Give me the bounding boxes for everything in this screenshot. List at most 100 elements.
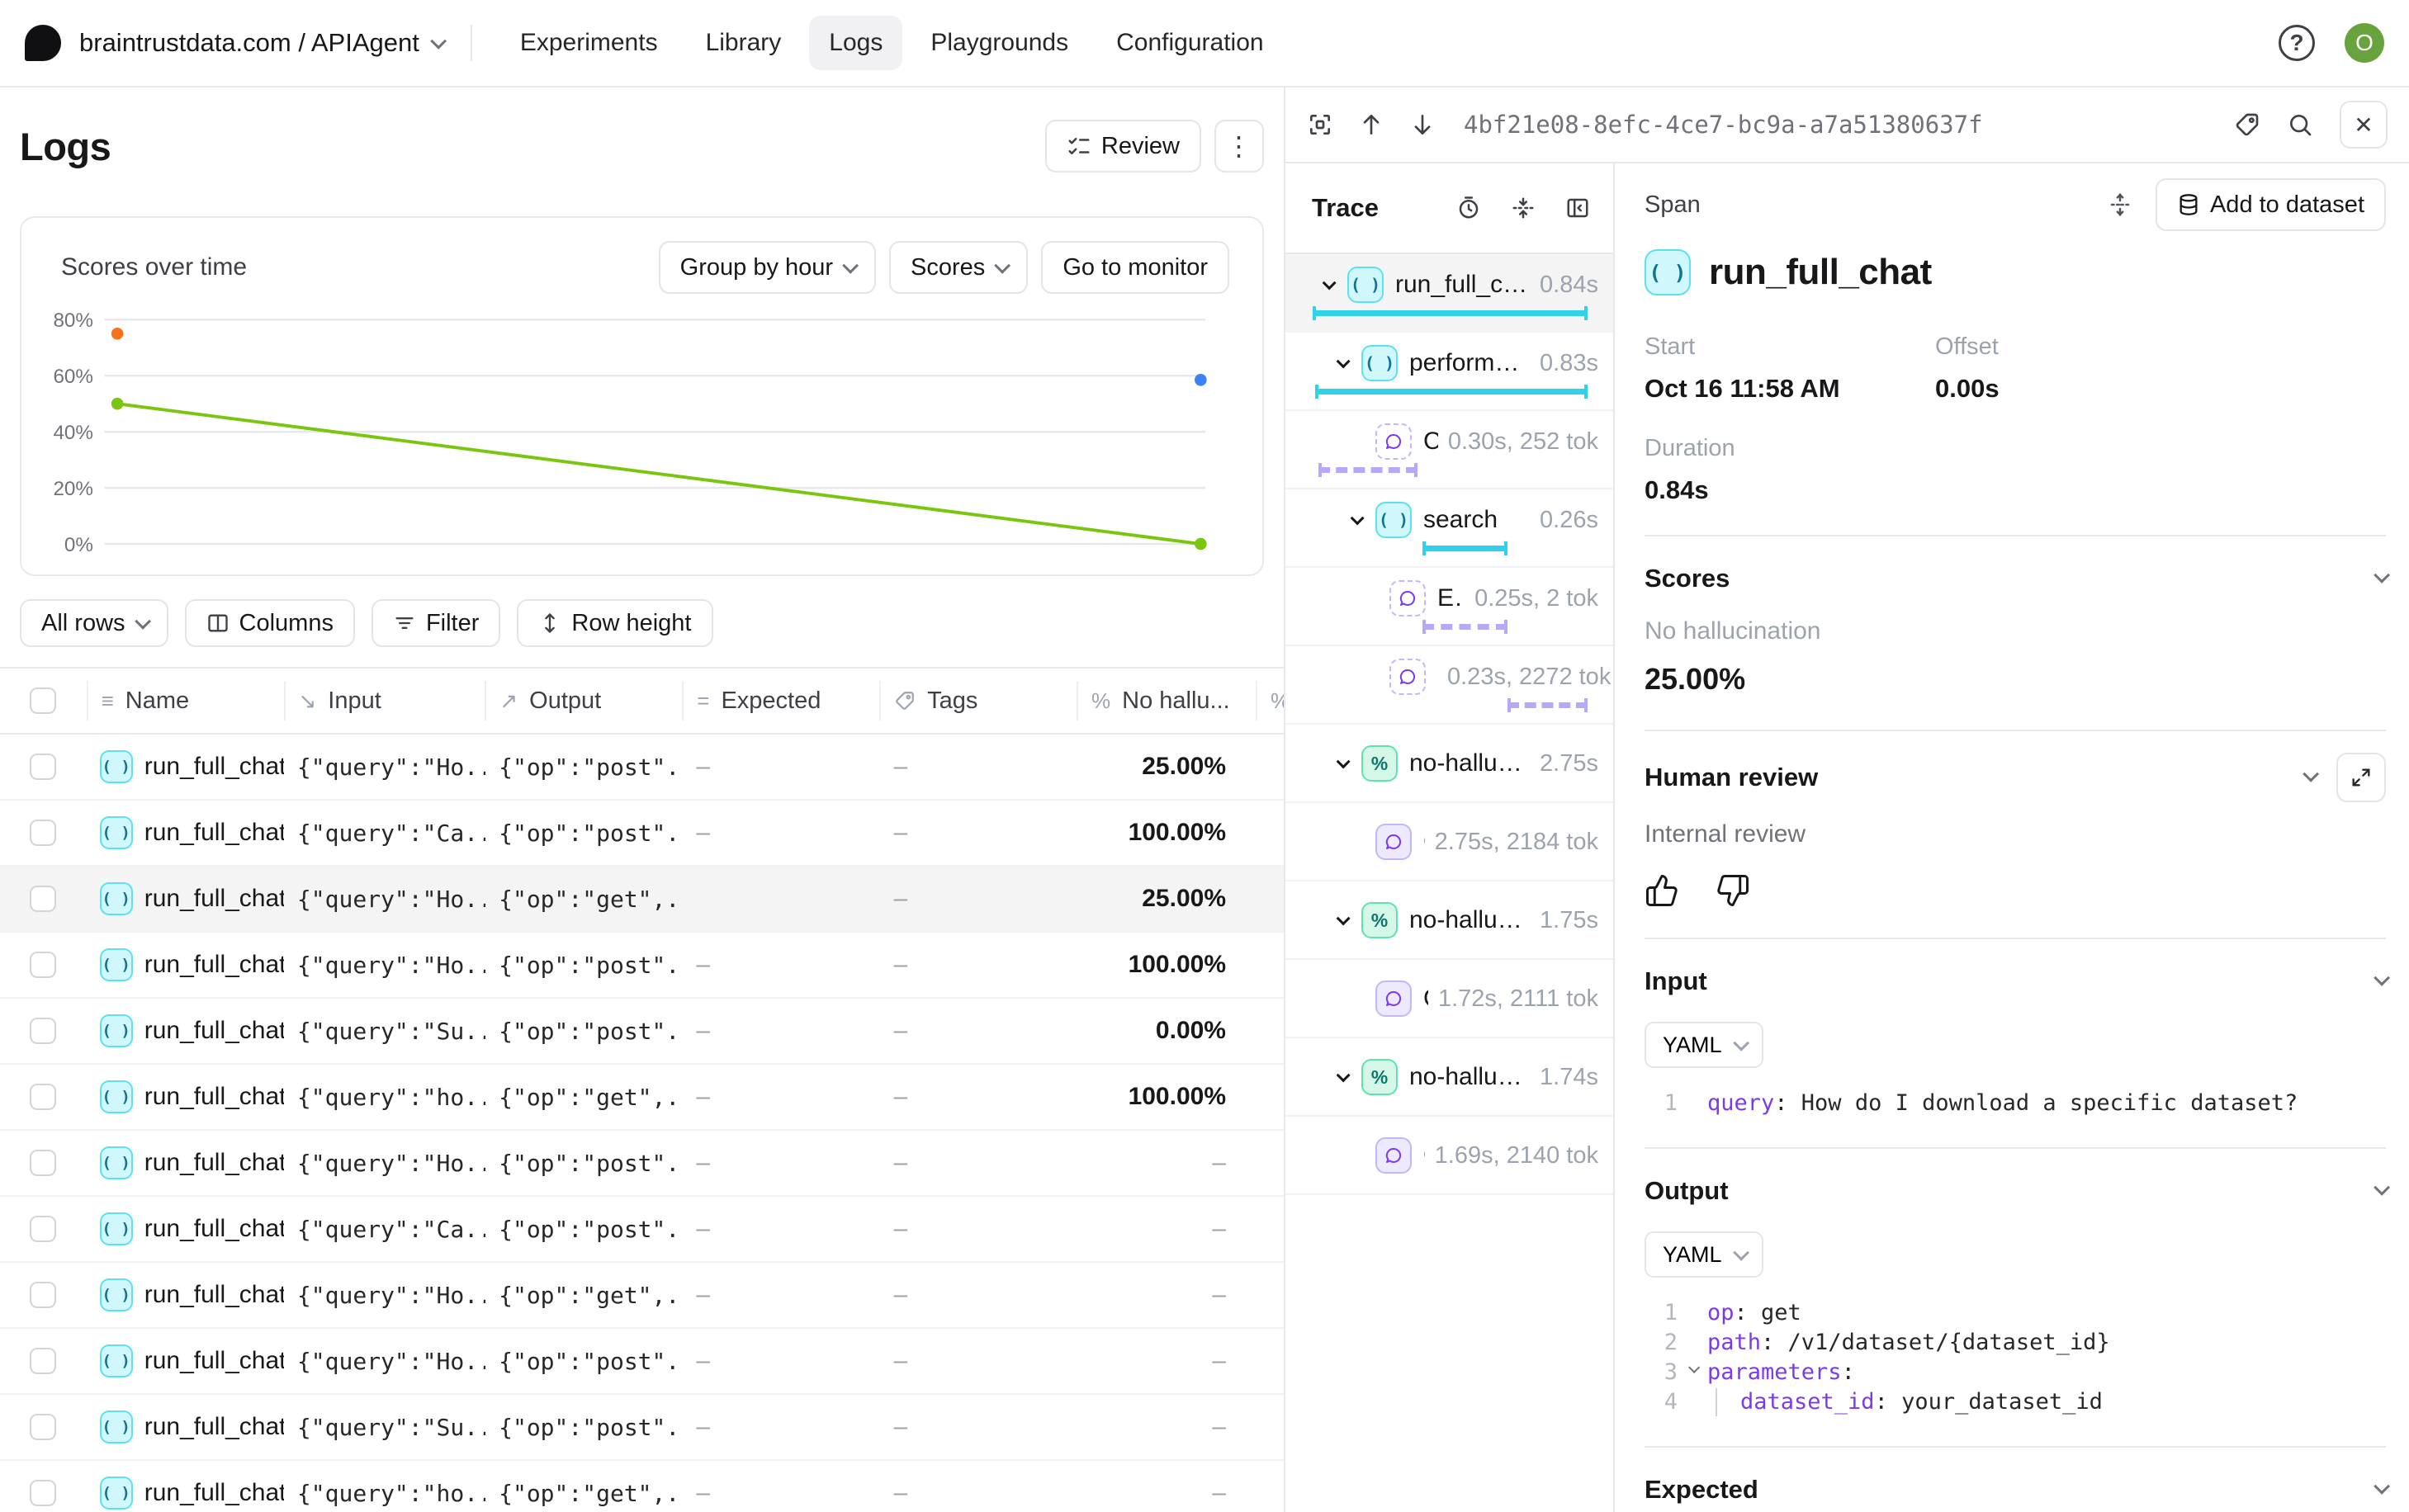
row-checkbox[interactable] — [30, 1348, 56, 1374]
table-row[interactable]: ( )run_full_chat{"query":"Ca...{"op":"po… — [0, 801, 1284, 867]
row-checkbox[interactable] — [30, 1282, 56, 1308]
row-checkbox[interactable] — [30, 1150, 56, 1176]
nav-item-logs[interactable]: Logs — [809, 16, 902, 70]
collapse-panel-icon[interactable] — [1565, 196, 1590, 220]
table-row[interactable]: ( )run_full_chat{"query":"Ho...{"op":"po… — [0, 1131, 1284, 1197]
tag-icon[interactable] — [2234, 111, 2260, 138]
page-title: Logs — [20, 124, 111, 169]
trace-span-search[interactable]: ( )search0.26s — [1285, 489, 1613, 568]
group-by-select[interactable]: Group by hour — [659, 241, 876, 294]
chevron-down-icon[interactable] — [2374, 1482, 2386, 1498]
trace-section-title: Trace — [1312, 193, 1379, 223]
nav-item-configuration[interactable]: Configuration — [1096, 16, 1283, 70]
score-value: 25.00% — [1645, 662, 2386, 697]
trace-span-Em[interactable]: Em...0.25s, 2 tok — [1285, 568, 1613, 646]
table-row[interactable]: ( )run_full_chat{"query":"Ho...{"op":"po… — [0, 1329, 1284, 1395]
code-line: 2path: /v1/dataset/{dataset_id} — [1645, 1329, 2386, 1357]
review-button[interactable]: Review — [1045, 120, 1201, 172]
row-checkbox[interactable] — [30, 820, 56, 846]
trace-span-Ch[interactable]: Ch...1.72s, 2111 tok — [1285, 960, 1613, 1038]
thumbs-down-icon[interactable] — [1716, 873, 1750, 908]
project-switcher[interactable]: braintrustdata.com / APIAgent — [79, 28, 443, 58]
expand-icon[interactable] — [2336, 753, 2386, 802]
avatar[interactable]: O — [2345, 23, 2384, 63]
drag-resize-icon[interactable] — [2108, 192, 2132, 217]
span-timeline — [1313, 697, 1588, 712]
add-to-dataset-button[interactable]: Add to dataset — [2156, 178, 2386, 231]
row-input: {"query":"Ho... — [284, 1348, 485, 1375]
table-row[interactable]: ( )run_full_chat{"query":"Ho...{"op":"po… — [0, 933, 1284, 999]
chevron-down-icon[interactable] — [1323, 280, 1347, 290]
chevron-down-icon[interactable] — [1337, 758, 1361, 768]
table-row[interactable]: ( )run_full_chat{"query":"Ca...{"op":"po… — [0, 1197, 1284, 1263]
row-checkbox[interactable] — [30, 1018, 56, 1044]
row-height-button[interactable]: Row height — [517, 599, 712, 647]
chevron-down-icon[interactable] — [2303, 770, 2315, 786]
fullscreen-icon[interactable] — [1307, 111, 1333, 138]
table-row[interactable]: ( )run_full_chat{"query":"Su...{"op":"po… — [0, 1395, 1284, 1461]
thumbs-up-icon[interactable] — [1645, 873, 1679, 908]
search-icon[interactable] — [2287, 111, 2313, 138]
chevron-down-icon[interactable] — [2374, 571, 2386, 587]
trace-span-nohallucinat[interactable]: %no-hallucinat...1.75s — [1285, 881, 1613, 960]
chevron-down-icon[interactable] — [1337, 915, 1361, 925]
scores-select[interactable]: Scores — [889, 241, 1028, 294]
column-header-score2[interactable]: % — [1256, 681, 1284, 721]
function-icon: ( ) — [100, 816, 133, 849]
row-checkbox[interactable] — [30, 1216, 56, 1242]
trace-span-C[interactable]: C...1.69s, 2140 tok — [1285, 1117, 1613, 1195]
more-options-button[interactable]: ⋮ — [1214, 120, 1264, 172]
select-all-checkbox[interactable] — [30, 687, 56, 714]
go-to-monitor-button[interactable]: Go to monitor — [1041, 241, 1229, 294]
trace-span-run_full_chat[interactable]: ( )run_full_chat0.84s — [1285, 254, 1613, 333]
start-value: Oct 16 11:58 AM — [1645, 374, 1935, 404]
input-format-select[interactable]: YAML — [1645, 1022, 1763, 1068]
table-row[interactable]: ( )run_full_chat{"query":"Su...{"op":"po… — [0, 999, 1284, 1065]
table-row[interactable]: ( )run_full_chat{"query":"Ho...{"op":"ge… — [0, 867, 1284, 933]
trace-span-nohallucina[interactable]: %no-hallucina...2.75s — [1285, 725, 1613, 803]
column-header-name[interactable]: ≡Name — [87, 681, 284, 721]
column-header-input[interactable]: ↘Input — [284, 681, 485, 721]
columns-button[interactable]: Columns — [185, 599, 355, 647]
row-input: {"query":"Su... — [284, 1018, 485, 1045]
next-row-icon[interactable] — [1409, 111, 1436, 138]
column-header-output[interactable]: ↗Output — [485, 681, 682, 721]
internal-review-label: Internal review — [1645, 820, 2386, 848]
chevron-down-icon[interactable] — [2374, 1184, 2386, 1199]
close-icon[interactable]: ✕ — [2340, 101, 2388, 149]
nav-item-library[interactable]: Library — [686, 16, 802, 70]
trace-span-C[interactable]: C...2.75s, 2184 tok — [1285, 803, 1613, 881]
chevron-down-icon[interactable] — [1351, 515, 1375, 525]
row-checkbox[interactable] — [30, 1480, 56, 1506]
stopwatch-icon[interactable] — [1456, 196, 1481, 220]
collapse-vertical-icon[interactable] — [1511, 196, 1536, 220]
trace-span-C[interactable]: C...0.30s, 252 tok — [1285, 411, 1613, 489]
nav-item-playgrounds[interactable]: Playgrounds — [911, 16, 1088, 70]
chevron-down-icon[interactable] — [1337, 1072, 1361, 1082]
table-row[interactable]: ( )run_full_chat{"query":"Ho...{"op":"ge… — [0, 1263, 1284, 1329]
row-score: 0.00% — [1078, 1017, 1257, 1045]
chevron-down-icon[interactable] — [1337, 358, 1361, 368]
output-format-select[interactable]: YAML — [1645, 1231, 1763, 1278]
row-checkbox[interactable] — [30, 754, 56, 780]
row-checkbox[interactable] — [30, 1084, 56, 1110]
row-checkbox[interactable] — [30, 886, 56, 912]
column-header-tags[interactable]: Tags — [879, 681, 1077, 721]
table-row[interactable]: ( )run_full_chat{"query":"ho...{"op":"ge… — [0, 1065, 1284, 1131]
filter-button[interactable]: Filter — [372, 599, 500, 647]
rows-filter-select[interactable]: All rows — [20, 599, 168, 647]
trace-span-C[interactable]: C...0.23s, 2272 tok — [1285, 646, 1613, 725]
table-row[interactable]: ( )run_full_chat{"query":"ho...{"op":"ge… — [0, 1461, 1284, 1512]
chevron-down-icon[interactable] — [2374, 974, 2386, 990]
column-header-score[interactable]: %No hallu... — [1077, 681, 1256, 721]
help-icon[interactable]: ? — [2279, 25, 2315, 61]
chevron-down-icon[interactable] — [1678, 1358, 1707, 1373]
row-checkbox[interactable] — [30, 952, 56, 978]
trace-span-nohallucinat[interactable]: %no-hallucinat...1.74s — [1285, 1038, 1613, 1117]
table-row[interactable]: ( )run_full_chat{"query":"Ho...{"op":"po… — [0, 735, 1284, 801]
row-checkbox[interactable] — [30, 1414, 56, 1440]
trace-span-perform_ch[interactable]: ( )perform_ch...0.83s — [1285, 333, 1613, 411]
nav-item-experiments[interactable]: Experiments — [500, 16, 678, 70]
column-header-expected[interactable]: =Expected — [682, 681, 879, 721]
previous-row-icon[interactable] — [1358, 111, 1384, 138]
